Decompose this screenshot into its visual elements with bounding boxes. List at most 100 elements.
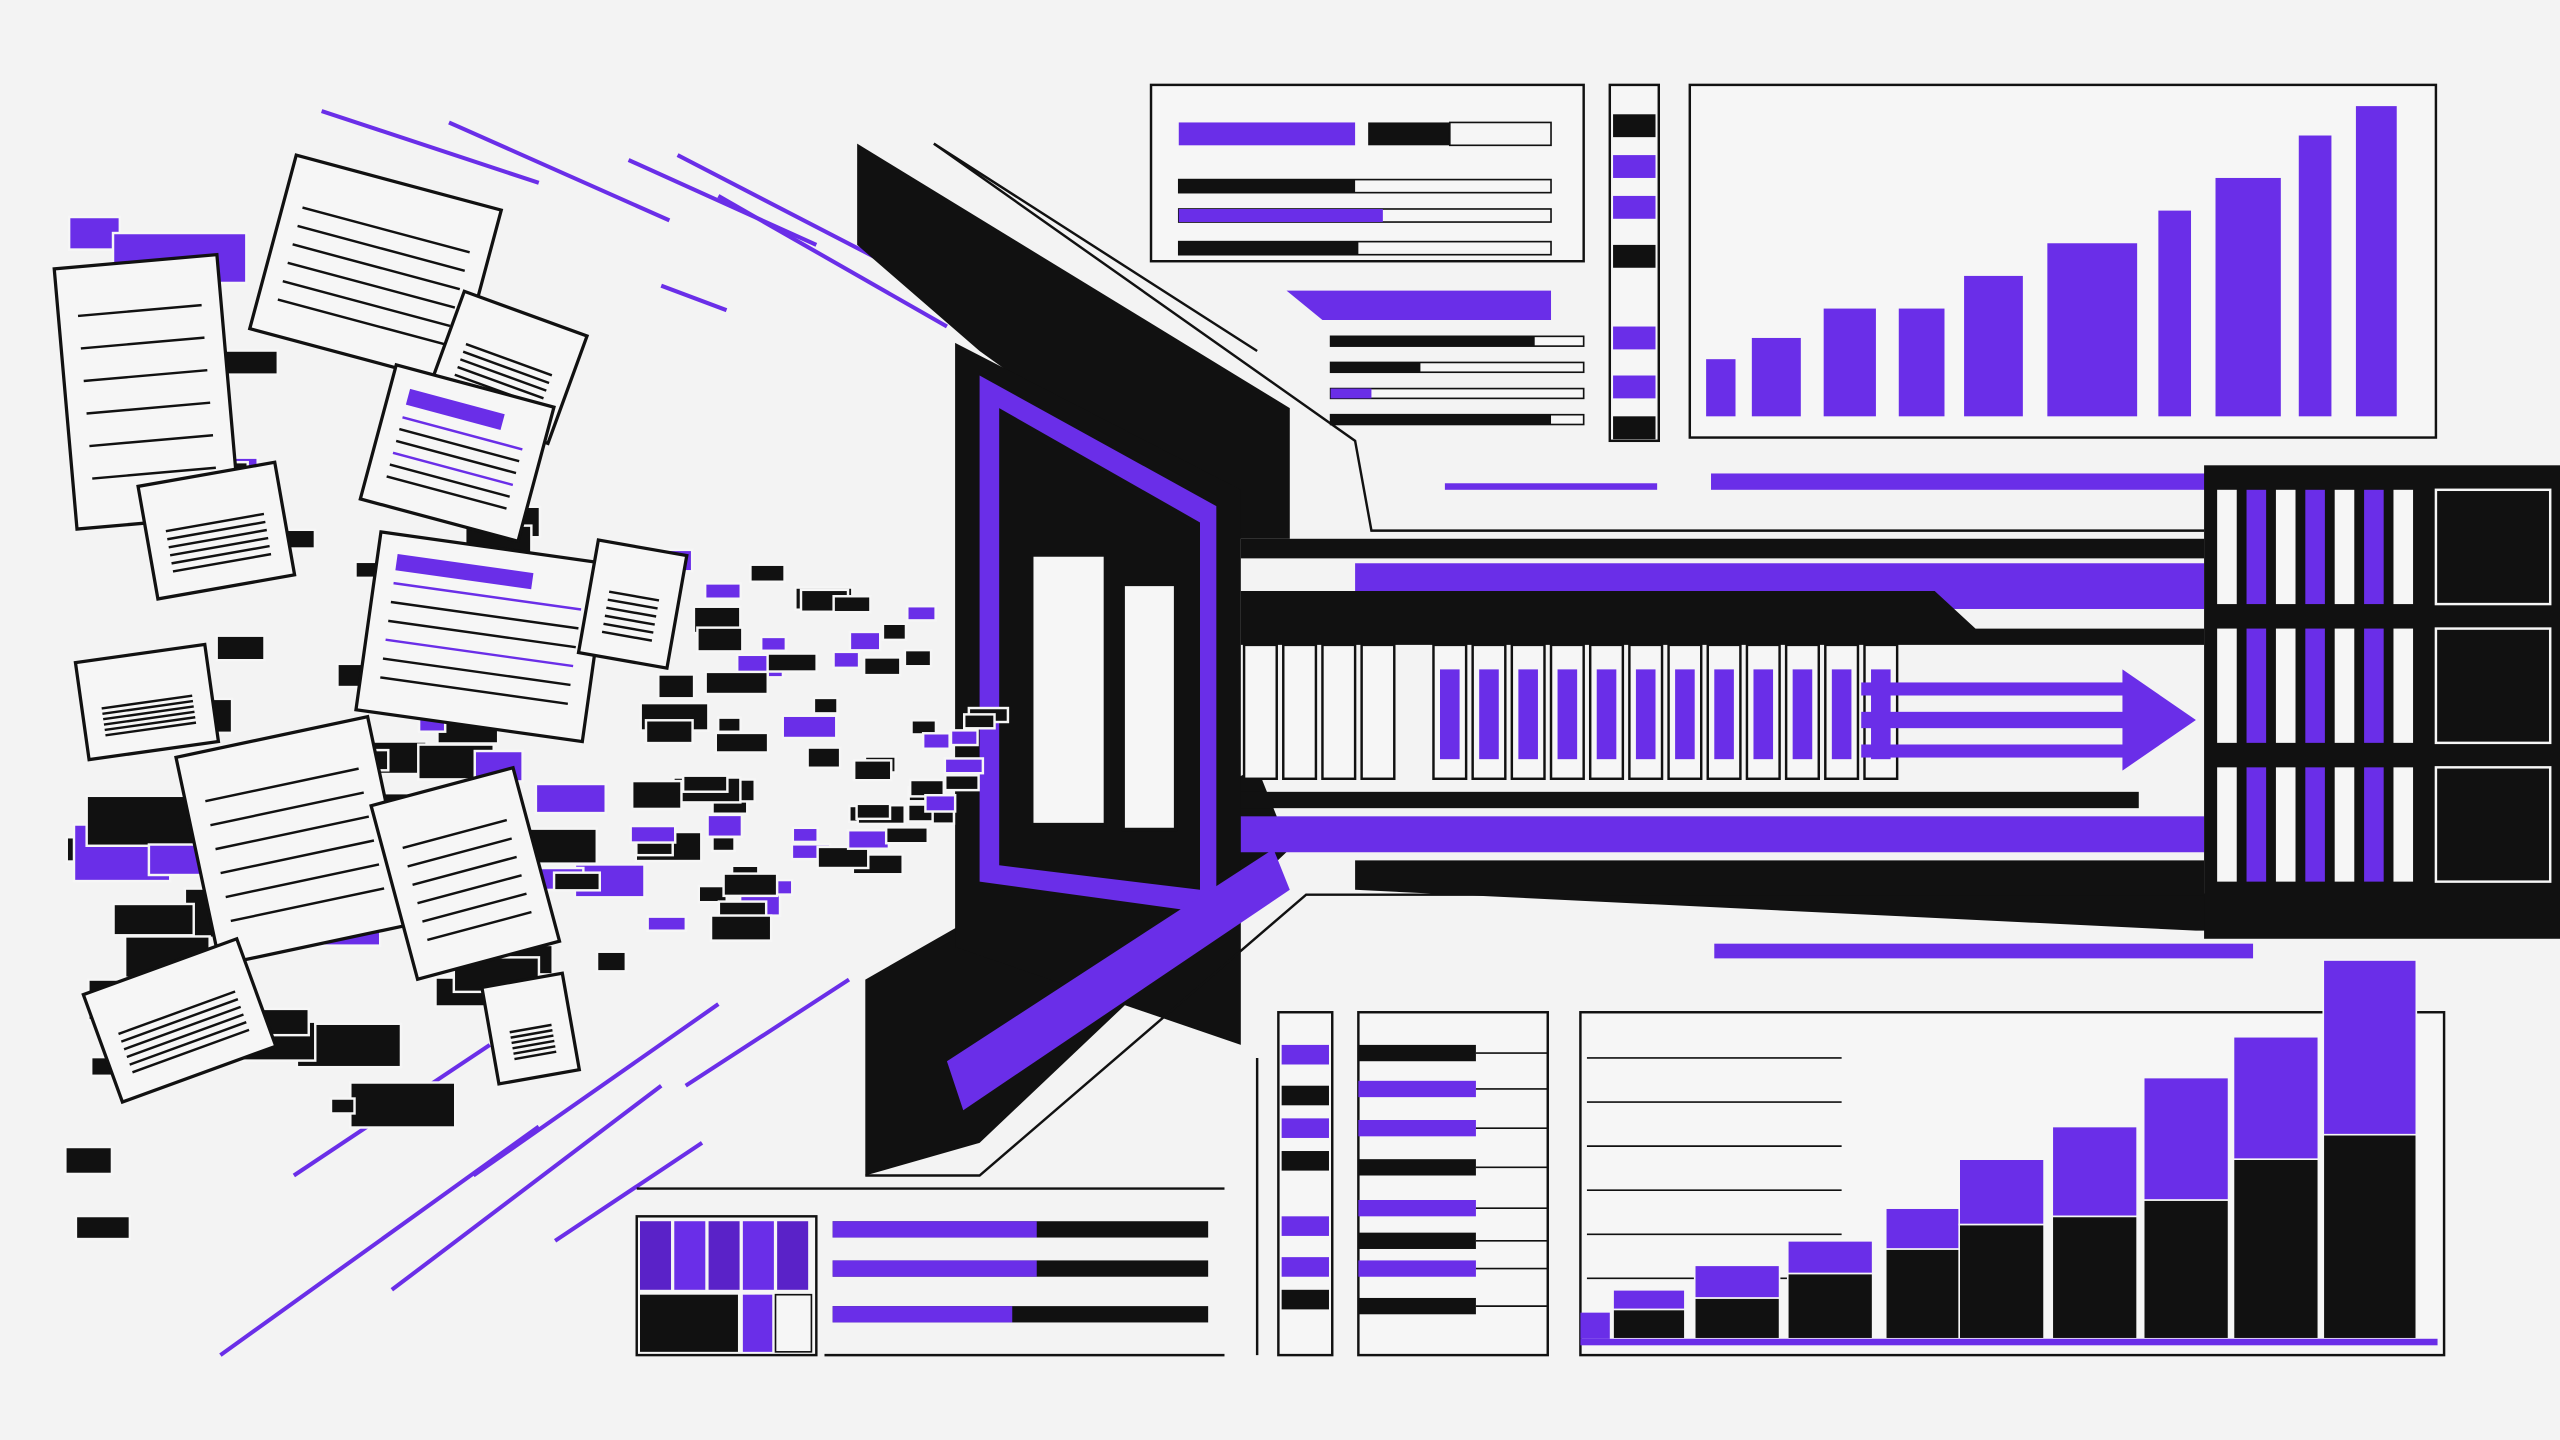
panel-chart-bar <box>1751 337 1801 417</box>
document-line <box>215 815 370 851</box>
server-slot <box>2393 767 2414 882</box>
panel-bar <box>1448 121 1552 147</box>
fragment <box>681 774 729 793</box>
stream-frame <box>1242 643 1278 780</box>
document <box>369 765 562 982</box>
stacked-bar <box>2232 1035 2320 1160</box>
fragment <box>646 915 688 932</box>
document-line <box>603 622 654 634</box>
panel-bar <box>1358 1200 1476 1217</box>
fragment <box>816 845 870 870</box>
stream-frame-fill <box>1714 669 1734 760</box>
panel-chart-bar <box>2215 177 2281 417</box>
server-slot <box>2217 489 2237 605</box>
speed-line <box>684 977 851 1088</box>
panel-chart-bar <box>1898 308 1945 417</box>
document-line <box>511 1034 554 1045</box>
fragment <box>791 826 819 844</box>
document-line <box>169 536 269 557</box>
document <box>480 971 582 1086</box>
document-line <box>395 439 517 475</box>
document-line <box>382 657 571 687</box>
fragment <box>644 719 694 745</box>
document-line <box>129 1021 247 1066</box>
panel-chart-bar <box>2158 210 2192 417</box>
stacked-bar <box>2051 1215 2138 1340</box>
document-line <box>427 910 532 942</box>
document-line <box>407 837 513 868</box>
stacked-bar <box>1612 1288 1686 1311</box>
column-cell <box>1613 195 1656 219</box>
fragment <box>924 793 957 813</box>
fragment <box>704 670 769 696</box>
document-line <box>459 358 547 392</box>
panel-bar <box>832 1221 1037 1238</box>
arrow-head <box>2122 669 2196 771</box>
panel-bar <box>1178 179 1356 193</box>
server-slot <box>2364 489 2384 605</box>
document-line <box>292 243 461 291</box>
document-line <box>512 1039 555 1050</box>
fragment <box>696 626 744 653</box>
panel-bar <box>1358 1232 1476 1249</box>
document-line <box>417 874 522 905</box>
server-slot <box>2334 767 2355 882</box>
server-slot <box>2305 489 2325 605</box>
document-line <box>412 855 517 886</box>
document-line <box>389 463 510 498</box>
stream-band <box>1240 591 2205 645</box>
document-line <box>388 619 576 649</box>
speed-line <box>390 1084 663 1292</box>
column-cell <box>1613 375 1656 399</box>
fragment <box>74 1214 132 1241</box>
speed-line <box>717 194 948 329</box>
panel-bar <box>832 1306 1013 1323</box>
stacked-bar <box>1958 1158 2045 1226</box>
fragment <box>329 1097 356 1115</box>
server-door <box>2434 488 2552 606</box>
document-header <box>405 388 505 431</box>
server-slot <box>2246 767 2267 882</box>
fragment <box>759 635 788 652</box>
document-line <box>302 206 470 254</box>
accent-line <box>1711 473 2267 490</box>
fragment <box>630 779 683 811</box>
document-page <box>358 362 556 544</box>
stacked-bar <box>1693 1297 1781 1340</box>
server-slot <box>2364 628 2384 743</box>
document <box>73 642 221 762</box>
document <box>81 936 278 1105</box>
tunnel-panel <box>1030 553 1107 827</box>
document-line <box>402 416 523 451</box>
document-line <box>167 520 266 541</box>
speed-line <box>320 109 540 185</box>
stacked-bar <box>1884 1248 1972 1340</box>
panel-bar <box>1358 1080 1476 1098</box>
panel <box>1149 83 1585 263</box>
document-line <box>83 368 208 383</box>
document-line <box>230 887 385 923</box>
document-line <box>462 350 550 385</box>
server-slot <box>2334 628 2355 743</box>
panel-bar <box>1330 388 1372 399</box>
stream-band <box>1240 816 2205 853</box>
stacked-bar <box>2142 1199 2230 1340</box>
server-slot <box>2217 628 2237 743</box>
stream-frame-fill <box>1557 669 1578 760</box>
table-cell <box>708 1221 740 1290</box>
document-line <box>123 1005 242 1051</box>
panel-chart-bar <box>2298 135 2332 417</box>
panel-bar <box>1178 208 1383 223</box>
document-line <box>105 721 197 737</box>
document-line <box>297 224 466 272</box>
fragment <box>629 824 677 844</box>
document-line <box>287 261 456 309</box>
stacked-bar <box>1612 1308 1686 1340</box>
stream-frame <box>1282 643 1318 780</box>
server-slot <box>2364 767 2384 882</box>
document-line <box>171 544 270 565</box>
document-line <box>608 590 660 602</box>
tunnel-panel <box>1121 582 1178 832</box>
fragment <box>944 774 980 792</box>
